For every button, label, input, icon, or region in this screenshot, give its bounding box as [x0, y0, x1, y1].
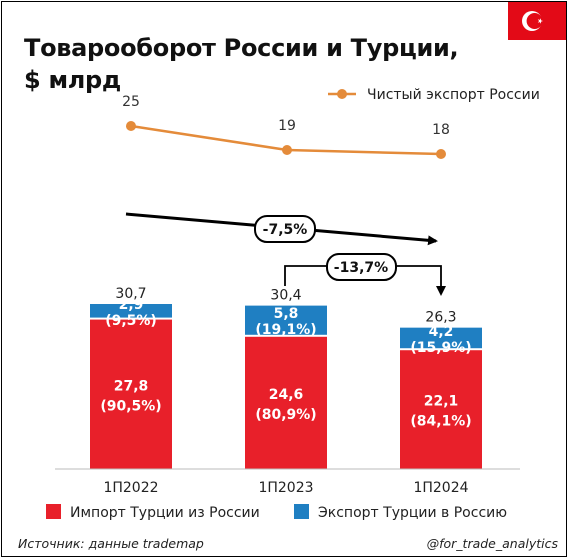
- bars-legend: Импорт Турции из России Экспорт Турции в…: [46, 504, 507, 521]
- import-value-label-3: 22,1: [424, 394, 459, 410]
- total-label-3: 26,3: [425, 310, 456, 326]
- bar-export-2: [245, 305, 327, 335]
- change-label-long: -7,5%: [263, 222, 308, 238]
- line-legend: Чистый экспорт России: [328, 87, 540, 103]
- title-line-2: $ млрд: [24, 66, 122, 94]
- bar-export-1: [90, 304, 172, 318]
- x-tick-label-1: 1П2022: [103, 480, 158, 496]
- author-handle: @for_trade_analytics: [427, 536, 559, 551]
- import-value-label-1: 27,8: [114, 378, 149, 394]
- line-legend-swatch-dot: [337, 89, 347, 99]
- legend-swatch-export: [294, 504, 309, 519]
- export-value-label-1: 2,9: [119, 297, 144, 313]
- export-value-label-3: 4,2: [429, 324, 454, 340]
- net-export-point-1: [126, 121, 136, 131]
- bar-import-2: [245, 336, 327, 469]
- bar-export-3: [400, 327, 482, 349]
- change-annotations: -7,5% -13,7%: [125, 212, 446, 296]
- import-share-label-3: (84,1%): [410, 414, 471, 430]
- stacked-bars: 27,8(90,5%)2,9(9,5%)30,724,6(80,9%)5,8(1…: [90, 286, 482, 469]
- change-badge-short: [326, 253, 397, 281]
- title-line-1: Товарооборот России и Турции,: [24, 34, 459, 62]
- chart-title: Товарооборот России и Турции, $ млрд: [24, 32, 459, 96]
- turkey-flag-icon: [508, 2, 566, 40]
- net-export-point-3: [436, 149, 446, 159]
- x-axis-labels: 1П2022 1П2023 1П2024: [103, 480, 468, 496]
- export-value-label-2: 5,8: [274, 306, 299, 322]
- source-note: Источник: данные trademap: [18, 536, 204, 551]
- total-label-2: 30,4: [270, 288, 301, 304]
- change-label-short: -13,7%: [334, 260, 388, 276]
- legend-label-import: Импорт Турции из России: [70, 505, 260, 521]
- bar-import-3: [400, 350, 482, 469]
- net-export-value-1: 25: [122, 94, 140, 110]
- x-tick-label-2: 1П2023: [258, 480, 313, 496]
- legend-label-export: Экспорт Турции в Россию: [318, 505, 507, 521]
- line-legend-label: Чистый экспорт России: [367, 87, 540, 103]
- net-export-line-layer: 25 19 18: [122, 94, 450, 159]
- net-export-point-2: [282, 145, 292, 155]
- net-export-value-2: 19: [278, 118, 296, 134]
- import-value-label-2: 24,6: [269, 387, 304, 403]
- export-share-label-2: (19,1%): [255, 322, 316, 338]
- import-share-label-1: (90,5%): [100, 398, 161, 414]
- net-export-value-3: 18: [432, 122, 450, 138]
- import-share-label-2: (80,9%): [255, 407, 316, 423]
- export-share-label-3: (15,9%): [410, 340, 471, 356]
- total-label-1: 30,7: [115, 286, 146, 302]
- export-share-label-1: (9,5%): [105, 313, 157, 329]
- legend-swatch-import: [46, 504, 61, 519]
- x-tick-label-3: 1П2024: [413, 480, 468, 496]
- change-badge-long: [254, 215, 316, 243]
- bar-import-1: [90, 319, 172, 469]
